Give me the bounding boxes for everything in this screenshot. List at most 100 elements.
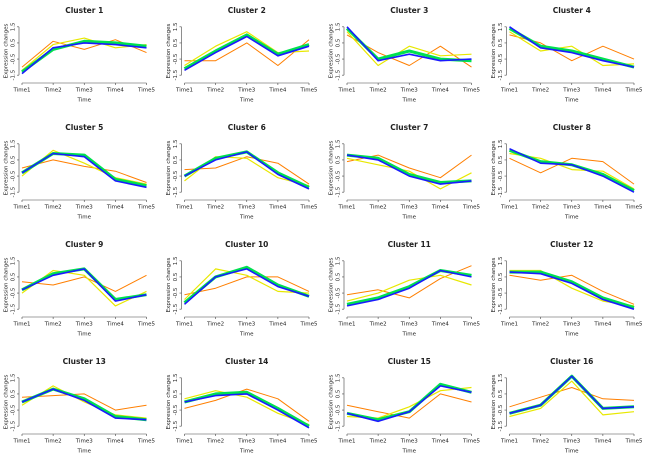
cluster-line — [184, 276, 310, 296]
cluster-line — [21, 269, 147, 307]
panel: Cluster 11 -1.5 -0.5 0.5 1.5 Time1 Time2 Time3 T… — [329, 240, 481, 338]
y-axis-label: Expression changes — [329, 375, 335, 430]
y-tick-label: -0.5 — [336, 53, 342, 64]
x-tick-label: Time2 — [369, 88, 387, 94]
y-tick-label: -1.5 — [336, 186, 342, 197]
x-tick-label: Time4 — [268, 88, 286, 94]
cluster-line — [509, 387, 635, 408]
x-tick-label: Time5 — [462, 322, 480, 328]
x-tick-label: Time2 — [206, 439, 224, 445]
cluster-line — [508, 27, 635, 69]
cluster-line — [346, 274, 472, 302]
y-tick-label: -0.5 — [173, 53, 179, 64]
x-tick-label: Time4 — [106, 322, 124, 328]
y-tick-label: 0.5 — [336, 155, 342, 164]
y-tick-label: 1.5 — [11, 22, 17, 31]
x-tick-label: Time2 — [531, 322, 549, 328]
y-tick-label: 0.5 — [498, 38, 504, 47]
x-tick-label: Time4 — [593, 205, 611, 211]
y-tick-label: -1.5 — [498, 303, 504, 314]
cluster-line — [184, 35, 310, 71]
x-tick-label: Time3 — [237, 439, 255, 445]
x-tick-label: Time1 — [338, 88, 356, 94]
x-tick-label: Time4 — [431, 205, 449, 211]
x-tick-label: Time4 — [593, 439, 611, 445]
y-tick-label: 1.5 — [498, 139, 504, 148]
x-tick-label: Time4 — [268, 322, 286, 328]
panel-title: Cluster 7 — [390, 123, 428, 132]
x-tick-label: Time2 — [44, 88, 62, 94]
y-tick-label: 1.5 — [336, 139, 342, 148]
x-tick-label: Time1 — [13, 88, 31, 94]
x-tick-label: Time5 — [137, 205, 155, 211]
x-axis-label: Time — [402, 98, 417, 104]
panel: Cluster 10 -1.5 -0.5 0.5 1.5 Time1 Time2 Time3 T… — [166, 240, 318, 338]
y-tick-label: 0.5 — [173, 272, 179, 281]
x-tick-label: Time4 — [593, 88, 611, 94]
x-tick-label: Time3 — [237, 205, 255, 211]
y-tick-label: 1.5 — [173, 22, 179, 31]
cluster-line — [21, 268, 147, 302]
x-tick-label: Time2 — [44, 322, 62, 328]
x-tick-label: Time4 — [106, 88, 124, 94]
panel: Cluster 15 -1.5 -0.5 0.5 1.5 Time1 Time2 Time3 T… — [329, 357, 481, 455]
y-tick-label: 0.5 — [336, 272, 342, 281]
y-tick-label: -0.5 — [11, 170, 17, 181]
y-tick-label: 1.5 — [498, 256, 504, 265]
cluster-line — [184, 268, 310, 300]
y-tick-label: -1.5 — [173, 69, 179, 80]
x-tick-label: Time4 — [431, 322, 449, 328]
y-tick-label: -0.5 — [173, 287, 179, 298]
y-tick-label: 0.5 — [11, 389, 17, 398]
x-axis-label: Time — [402, 449, 417, 455]
x-tick-label: Time3 — [400, 439, 418, 445]
panel: Cluster 5 -1.5 -0.5 0.5 1.5 Time1 Time2 Time3 Ti… — [4, 123, 156, 221]
x-tick-label: Time5 — [300, 322, 318, 328]
x-tick-label: Time2 — [206, 88, 224, 94]
y-tick-label: -0.5 — [498, 170, 504, 181]
y-tick-label: 0.5 — [11, 38, 17, 47]
y-axis-label: Expression changes — [166, 24, 172, 79]
y-tick-label: 0.5 — [336, 389, 342, 398]
x-tick-label: Time3 — [562, 88, 580, 94]
x-axis-label: Time — [239, 98, 254, 104]
y-tick-label: -0.5 — [498, 287, 504, 298]
cluster-line — [21, 42, 147, 75]
y-tick-label: -1.5 — [498, 69, 504, 80]
y-axis-label: Expression changes — [166, 375, 172, 430]
cluster-line — [346, 269, 472, 307]
x-tick-label: Time5 — [300, 88, 318, 94]
cluster-line — [21, 274, 147, 292]
panel-title: Cluster 3 — [390, 6, 428, 15]
panel: Cluster 13 -1.5 -0.5 0.5 1.5 Time1 Time2 Time3 T… — [4, 357, 156, 455]
panel: Cluster 6 -1.5 -0.5 0.5 1.5 Time1 Time2 Time3 Ti… — [166, 123, 318, 221]
x-tick-label: Time4 — [268, 205, 286, 211]
y-tick-label: 1.5 — [498, 22, 504, 31]
x-tick-label: Time1 — [13, 322, 31, 328]
y-axis-label: Expression changes — [4, 24, 10, 79]
y-tick-label: 1.5 — [336, 256, 342, 265]
x-tick-label: Time3 — [400, 88, 418, 94]
y-tick-label: 1.5 — [173, 373, 179, 382]
x-tick-label: Time5 — [625, 88, 643, 94]
panel: Cluster 4 -1.5 -0.5 0.5 1.5 Time1 Time2 Time3 Ti… — [491, 6, 643, 104]
x-axis-label: Time — [402, 332, 417, 338]
x-tick-label: Time1 — [338, 439, 356, 445]
x-tick-label: Time1 — [175, 205, 193, 211]
y-tick-label: -1.5 — [173, 420, 179, 431]
cluster-line — [509, 380, 635, 418]
y-axis-label: Expression changes — [166, 258, 172, 313]
x-tick-label: Time3 — [237, 322, 255, 328]
cluster-line — [21, 152, 147, 188]
x-axis-label: Time — [564, 449, 579, 455]
x-axis-label: Time — [77, 449, 92, 455]
panel: Cluster 3 -1.5 -0.5 0.5 1.5 Time1 Time2 Time3 Ti… — [329, 6, 481, 104]
cluster-line — [509, 274, 635, 305]
panel-title: Cluster 12 — [550, 240, 593, 249]
y-axis-label: Expression changes — [491, 375, 497, 430]
cluster-line — [509, 270, 635, 310]
cluster-line — [21, 393, 147, 411]
cluster-line — [346, 31, 472, 67]
cluster-line — [184, 393, 310, 429]
y-tick-label: -1.5 — [336, 303, 342, 314]
